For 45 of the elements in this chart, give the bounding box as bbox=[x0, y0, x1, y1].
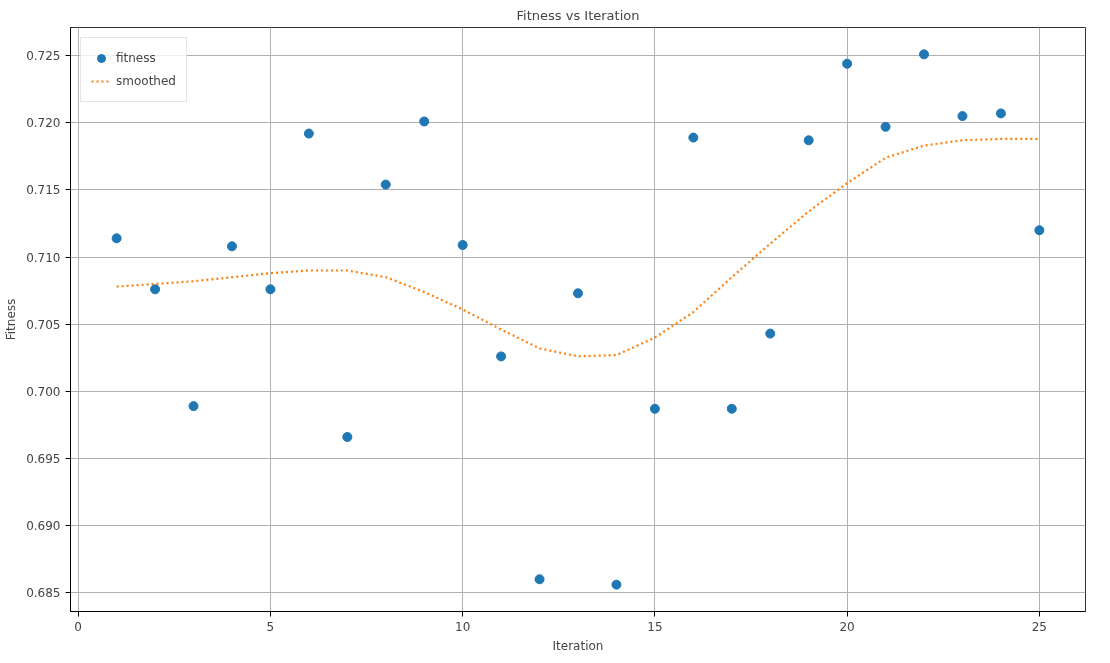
y-tick-label: 0.690 bbox=[26, 519, 61, 534]
x-tick-label: 15 bbox=[647, 619, 663, 634]
point bbox=[265, 284, 276, 295]
point bbox=[419, 116, 430, 127]
x-tick-label: 0 bbox=[74, 619, 83, 634]
chart-title: Fitness vs Iteration bbox=[516, 7, 640, 23]
y-tick-label: 0.695 bbox=[26, 451, 61, 466]
point bbox=[919, 49, 930, 60]
x-axis-title: Iteration bbox=[552, 638, 604, 653]
point bbox=[880, 121, 891, 132]
point bbox=[611, 579, 622, 590]
point bbox=[649, 403, 660, 414]
x-tick-label: 25 bbox=[1031, 619, 1048, 634]
point bbox=[111, 233, 122, 244]
point bbox=[342, 431, 353, 442]
point bbox=[496, 351, 507, 362]
y-tick-label: 0.705 bbox=[26, 317, 61, 332]
point bbox=[1034, 225, 1045, 236]
y-tick-label: 0.720 bbox=[26, 116, 61, 131]
point bbox=[803, 135, 814, 146]
y-tick-label: 0.685 bbox=[26, 586, 61, 601]
y-tick-label: 0.715 bbox=[26, 183, 61, 198]
x-tick-label: 10 bbox=[455, 619, 471, 634]
point bbox=[995, 108, 1006, 119]
point bbox=[303, 128, 314, 139]
point bbox=[188, 401, 199, 412]
point bbox=[534, 574, 545, 585]
point bbox=[842, 58, 853, 69]
point bbox=[457, 240, 468, 250]
y-tick-label: 0.700 bbox=[26, 384, 61, 399]
y-tick-label: 0.725 bbox=[26, 49, 61, 64]
y-tick-label: 0.710 bbox=[26, 250, 61, 265]
point bbox=[726, 403, 737, 414]
point bbox=[226, 241, 237, 252]
x-tick-label: 5 bbox=[266, 619, 275, 634]
point bbox=[150, 284, 161, 295]
y-axis-title: Fitness bbox=[4, 298, 19, 341]
legend-label: smoothed bbox=[116, 74, 176, 88]
point bbox=[380, 179, 391, 190]
legend-label: fitness bbox=[116, 51, 156, 65]
point bbox=[688, 132, 699, 143]
point bbox=[573, 288, 583, 299]
point bbox=[765, 328, 776, 339]
x-tick-label: 20 bbox=[839, 619, 855, 634]
point bbox=[957, 111, 968, 122]
